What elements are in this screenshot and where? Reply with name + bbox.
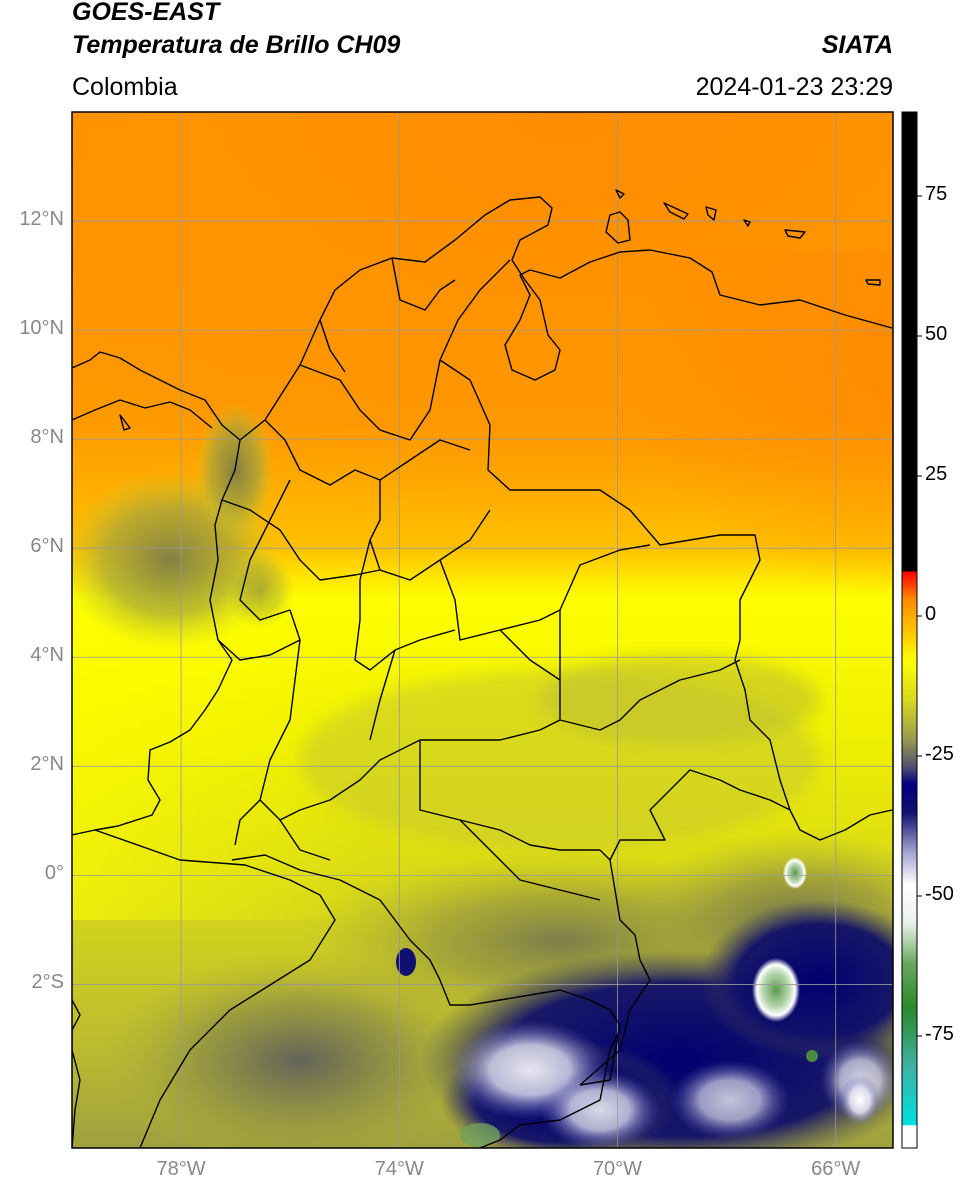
title-satellite: GOES-EAST	[72, 0, 220, 26]
map-frame	[71, 111, 894, 1149]
lon-tick-label: 66°W	[811, 1158, 861, 1180]
lat-tick-label: 10°N	[19, 317, 64, 340]
lat-tick-label: 2°S	[31, 971, 64, 994]
lat-tick-label: 4°N	[30, 644, 64, 667]
colorbar-ramp	[902, 112, 917, 1148]
graticule	[72, 112, 893, 1148]
title-product: Temperatura de Brillo CH09	[72, 31, 401, 59]
organization-label: SIATA	[821, 31, 893, 59]
lon-tick-label: 78°W	[156, 1158, 206, 1180]
colorbar	[901, 111, 922, 1149]
colorbar-tick-label: 0	[925, 603, 937, 625]
lat-tick-label: 8°N	[30, 426, 64, 449]
region-label: Colombia	[72, 73, 178, 101]
lat-tick-label: 6°N	[30, 535, 64, 558]
colorbar-tick-label: 25	[925, 463, 948, 485]
lat-tick-label: 2°N	[30, 753, 64, 776]
lat-tick-label: 12°N	[19, 208, 64, 231]
lon-tick-label: 70°W	[592, 1158, 643, 1180]
colorbar-tick-label: -75	[925, 1023, 954, 1045]
colorbar-tick-label: 50	[925, 323, 948, 345]
lat-tick-label: 0°	[44, 862, 64, 885]
timestamp-label: 2024-01-23 23:29	[695, 73, 893, 101]
colorbar-ticks	[917, 195, 922, 1037]
lon-tick-label: 74°W	[374, 1158, 424, 1180]
colorbar-tick-label: -50	[925, 883, 954, 905]
colorbar-tick-label: -25	[925, 743, 954, 765]
colorbar-frame	[901, 111, 918, 1149]
colorbar-tick-label: 75	[925, 183, 948, 205]
satellite-imagery	[72, 112, 893, 1148]
boundaries	[72, 189, 893, 1148]
